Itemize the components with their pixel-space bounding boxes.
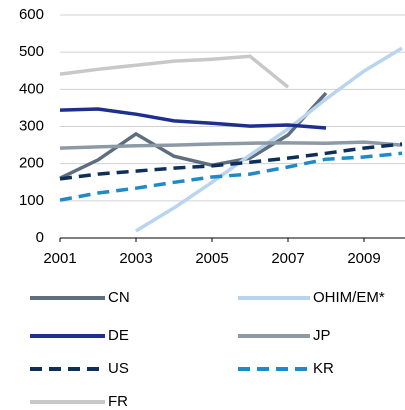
series-line (59, 140, 403, 150)
legend-label: FR (108, 393, 128, 410)
x-tick-label: 2005 (195, 250, 228, 267)
legend-label: DE (108, 327, 129, 344)
y-tick-label: 300 (19, 117, 44, 134)
series-line (59, 107, 327, 130)
legend-label: JP (313, 327, 331, 344)
x-tick-label: 2007 (271, 250, 304, 267)
legend-label: KR (313, 360, 334, 377)
y-tick-label: 0 (36, 229, 44, 246)
y-tick-label: 500 (19, 43, 44, 60)
series-line (59, 142, 403, 181)
legend-label: CN (108, 289, 130, 306)
y-tick-label: 400 (19, 80, 44, 97)
series-line (59, 151, 403, 202)
y-tick-label: 200 (19, 155, 44, 172)
series-line (59, 54, 290, 89)
legend-label: US (108, 360, 129, 377)
x-tick-label: 2009 (347, 250, 380, 267)
x-tick-label: 2001 (43, 250, 76, 267)
series-line (59, 91, 328, 180)
series-line (135, 46, 403, 233)
x-tick-label: 2003 (119, 250, 152, 267)
legend-label: OHIM/EM* (313, 289, 385, 306)
y-tick-label: 100 (19, 192, 44, 209)
y-tick-label: 600 (19, 6, 44, 23)
